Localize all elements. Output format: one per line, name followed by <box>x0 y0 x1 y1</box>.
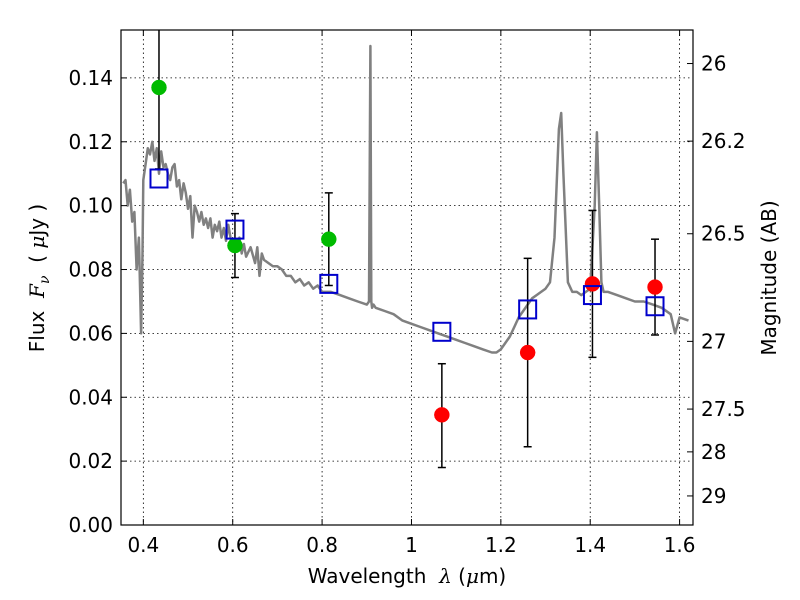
y-tick-label: 0.02 <box>68 449 113 473</box>
model-photometry-squares <box>149 168 665 342</box>
y-tick-label: 0.00 <box>68 513 113 537</box>
x-tick-label: 0.8 <box>306 533 338 557</box>
model-photometry-square <box>645 296 665 317</box>
red-data-point <box>584 276 601 292</box>
x-tick-label: 0.4 <box>127 533 159 557</box>
green-data-point <box>151 79 167 96</box>
y2-tick-label: 27.5 <box>701 397 746 421</box>
y2-tick-label: 26.5 <box>701 222 746 246</box>
y-tick-label: 0.12 <box>68 130 113 154</box>
y-tick-label: 0.06 <box>68 321 113 345</box>
red-points <box>434 276 663 423</box>
y2-axis-title: Magnitude (AB) <box>757 200 781 355</box>
model-photometry-square <box>582 285 602 306</box>
plot-frame <box>120 29 694 526</box>
plot-area <box>121 30 693 525</box>
y2-tick-label: 26 <box>701 52 726 76</box>
x-tick-label: 0.6 <box>217 533 249 557</box>
model-spectrum-line <box>122 44 689 354</box>
y2-tick-label: 27 <box>701 329 726 353</box>
y2-tick-label: 28 <box>701 440 726 464</box>
x-tick-label: 1.4 <box>574 533 606 557</box>
y2-axis-ticks: 26 26.2 26.5 27 27.5 28 29 <box>687 52 746 508</box>
model-photometry-square <box>432 321 452 342</box>
y-tick-label: 0.04 <box>68 385 113 409</box>
y-axis-title: Flux Fν ( μJy ) <box>25 204 53 352</box>
y-tick-label: 0.08 <box>68 258 113 282</box>
red-data-point <box>647 279 663 295</box>
y-axis-ticks: 0.00 0.02 0.04 0.06 0.08 0.10 0.12 0.14 <box>68 66 127 537</box>
red-data-point <box>434 407 450 423</box>
y-tick-label: 0.14 <box>68 66 113 90</box>
green-points <box>151 79 337 254</box>
red-data-point <box>519 344 536 361</box>
x-tick-label: 1 <box>405 533 418 557</box>
model-photometry-square <box>518 299 538 320</box>
plot-content <box>122 30 689 469</box>
y-tick-label: 0.10 <box>68 194 113 218</box>
x-tick-label: 1.2 <box>485 533 517 557</box>
green-data-point <box>227 237 243 254</box>
model-photometry-square <box>319 273 339 294</box>
x-axis-title: Wavelength λ (μm) <box>308 564 507 588</box>
y2-tick-label: 26.2 <box>701 129 746 153</box>
green-data-point <box>321 231 337 247</box>
x-axis-ticks: 0.4 0.6 0.8 1 1.2 1.4 1.6 <box>127 30 696 557</box>
model-photometry-square <box>225 219 245 240</box>
model-photometry-square <box>149 168 169 189</box>
y2-tick-label: 29 <box>701 484 726 508</box>
x-tick-label: 1.6 <box>664 533 696 557</box>
